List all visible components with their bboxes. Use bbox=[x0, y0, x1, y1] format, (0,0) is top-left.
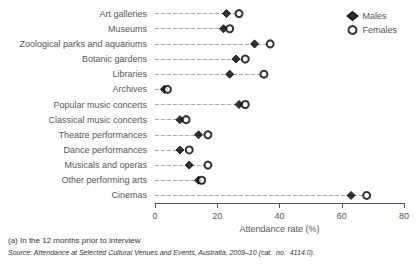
svg-text:40: 40 bbox=[274, 211, 284, 221]
svg-text:Art galleries: Art galleries bbox=[99, 9, 147, 19]
svg-text:Males: Males bbox=[362, 11, 387, 21]
svg-text:20: 20 bbox=[212, 211, 222, 221]
svg-text:0: 0 bbox=[152, 211, 157, 221]
svg-text:Females: Females bbox=[362, 25, 397, 35]
svg-text:Other performing arts: Other performing arts bbox=[61, 175, 147, 185]
svg-text:Source: Attendance at Selected: Source: Attendance at Selected Cultural … bbox=[8, 249, 315, 257]
svg-text:80: 80 bbox=[399, 211, 409, 221]
svg-text:Archives: Archives bbox=[112, 84, 147, 94]
svg-text:Classical music concerts: Classical music concerts bbox=[48, 115, 147, 125]
svg-text:Attendance rate (%): Attendance rate (%) bbox=[239, 224, 319, 234]
svg-text:Zoological parks and aquariums: Zoological parks and aquariums bbox=[19, 39, 147, 49]
svg-text:Theatre performances: Theatre performances bbox=[58, 130, 147, 140]
svg-text:60: 60 bbox=[337, 211, 347, 221]
svg-text:Libraries: Libraries bbox=[112, 69, 147, 79]
svg-text:Museums: Museums bbox=[108, 24, 148, 34]
svg-text:Dance performances: Dance performances bbox=[63, 145, 147, 155]
svg-text:Musicals and operas: Musicals and operas bbox=[64, 160, 147, 170]
svg-text:(a) In the 12 months prior to: (a) In the 12 months prior to interview bbox=[8, 236, 141, 245]
svg-text:Popular music concerts: Popular music concerts bbox=[53, 100, 147, 110]
svg-text:Cinemas: Cinemas bbox=[111, 190, 147, 200]
svg-text:Botanic gardens: Botanic gardens bbox=[82, 54, 148, 64]
